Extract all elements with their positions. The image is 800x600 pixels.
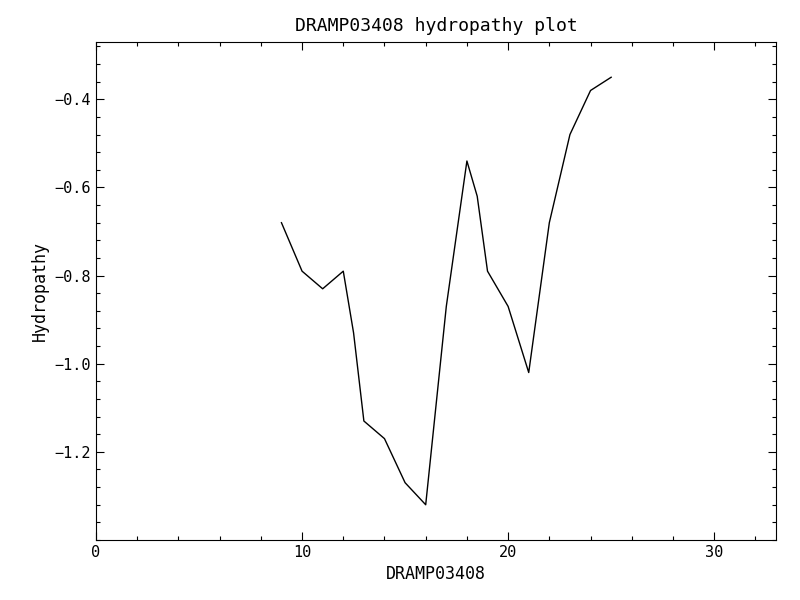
Y-axis label: Hydropathy: Hydropathy bbox=[31, 241, 49, 341]
X-axis label: DRAMP03408: DRAMP03408 bbox=[386, 565, 486, 583]
Title: DRAMP03408 hydropathy plot: DRAMP03408 hydropathy plot bbox=[294, 17, 578, 35]
